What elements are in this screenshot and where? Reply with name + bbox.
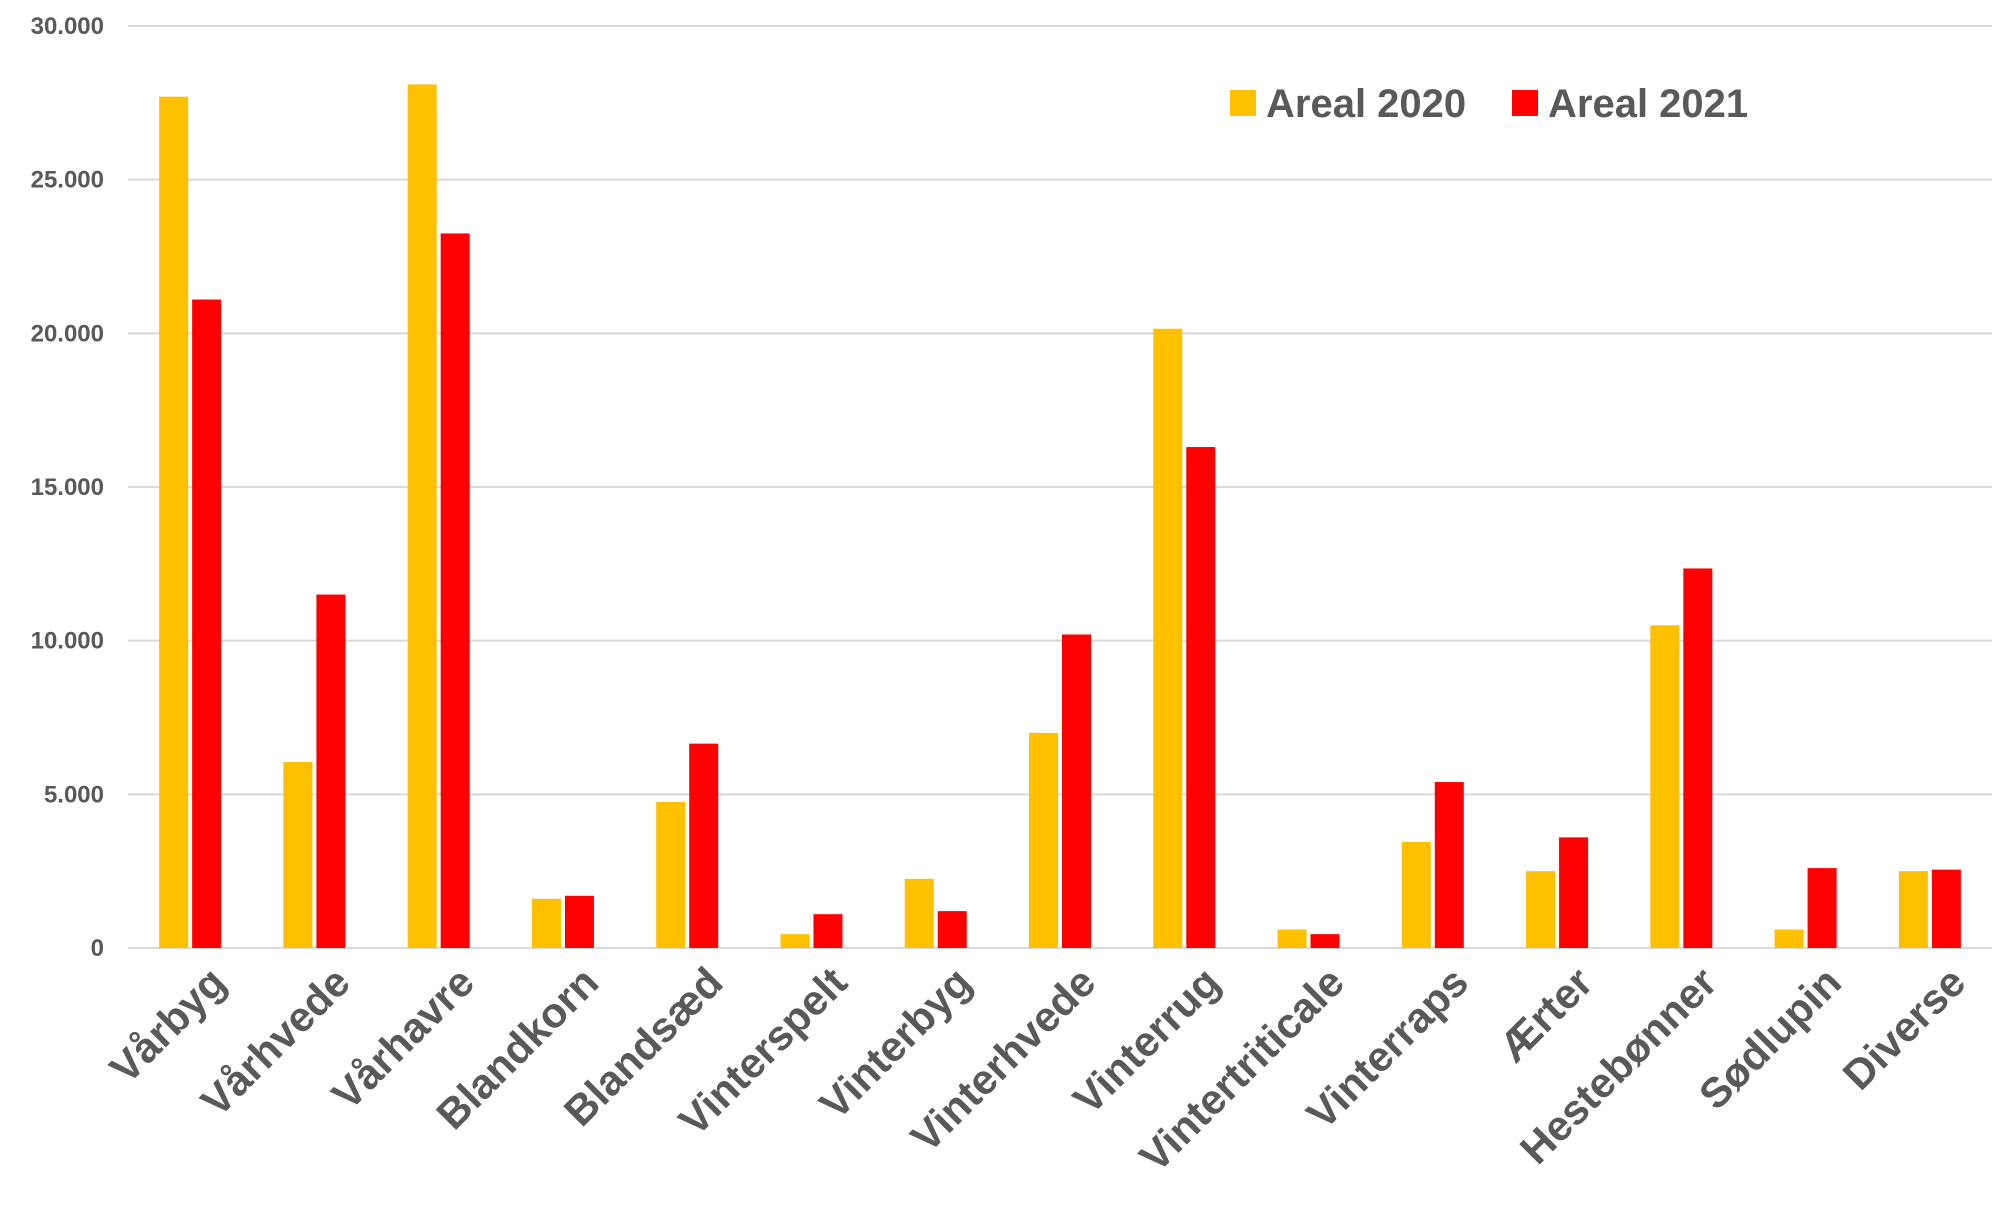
x-axis-category-labels: VårbygVårhvedeVårhavreBlandkornBlandsædV… [101, 958, 1975, 1181]
bar-areal-2021-vinterraps [1434, 782, 1464, 948]
bar-areal-2020-vinterraps [1401, 841, 1431, 948]
bar-areal-2020-vintertriticale [1277, 929, 1307, 948]
bar-areal-2020-vårbyg [159, 96, 189, 949]
bar-areal-2020-vinterrug [1153, 328, 1183, 948]
legend-swatch-areal-2021 [1512, 90, 1538, 116]
bar-areal-2021-hestebønner [1683, 568, 1713, 948]
y-tick-label: 25.000 [31, 167, 104, 194]
bar-areal-2020-vinterhvede [1029, 732, 1058, 948]
bar-areal-2021-vinterhvede [1062, 634, 1091, 948]
bar-areal-2021-vintertriticale [1310, 934, 1340, 948]
bar-areal-2021-sødlupin [1807, 868, 1837, 948]
x-tick-label: Ærter [1489, 958, 1601, 1070]
y-axis-tick-labels: 0 5.000 10.000 15.000 20.000 25.000 30.000 [31, 13, 104, 962]
bar-areal-2020-hestebønner [1650, 625, 1680, 948]
x-tick-label: Diverse [1834, 958, 1975, 1099]
bar-areal-2021-vinterrug [1186, 447, 1216, 948]
bar-areal-2020-ærter [1526, 871, 1556, 948]
legend-label-areal-2020: Areal 2020 [1266, 82, 1466, 126]
gridlines [128, 25, 1992, 949]
bar-areal-2021-blandsæd [689, 743, 719, 948]
legend-label-areal-2021: Areal 2021 [1548, 82, 1748, 126]
bar-areal-2021-blandkorn [564, 895, 594, 948]
bar-areal-2020-vinterbyg [904, 878, 934, 948]
bar-areal-2021-vårhvede [316, 594, 346, 948]
bar-areal-2020-vårhvede [283, 762, 313, 948]
bar-areal-2020-blandsæd [656, 802, 686, 948]
y-tick-label: 10.000 [31, 628, 104, 655]
y-tick-label: 30.000 [31, 13, 104, 40]
y-tick-label: 5.000 [44, 781, 104, 808]
bar-areal-2020-sødlupin [1774, 929, 1804, 948]
legend: Areal 2020 Areal 2021 [1230, 82, 1748, 126]
y-tick-label: 0 [91, 935, 104, 962]
bar-areal-2021-ærter [1559, 837, 1589, 948]
bar-areal-2020-vårhavre [407, 84, 437, 949]
bar-areal-2021-vårhavre [440, 233, 470, 948]
bar-areal-2021-diverse [1931, 869, 1961, 948]
bar-areal-2021-vinterbyg [937, 911, 967, 948]
y-tick-label: 20.000 [31, 320, 104, 347]
bar-areal-2020-blandkorn [531, 898, 561, 948]
bars [159, 84, 1961, 949]
bar-areal-2021-vårbyg [192, 299, 222, 948]
legend-swatch-areal-2020 [1230, 90, 1256, 116]
y-tick-label: 15.000 [31, 474, 104, 501]
bar-areal-2021-vinterspelt [813, 914, 843, 948]
bar-areal-2020-vinterspelt [780, 934, 810, 948]
bar-areal-2020-diverse [1898, 871, 1928, 948]
